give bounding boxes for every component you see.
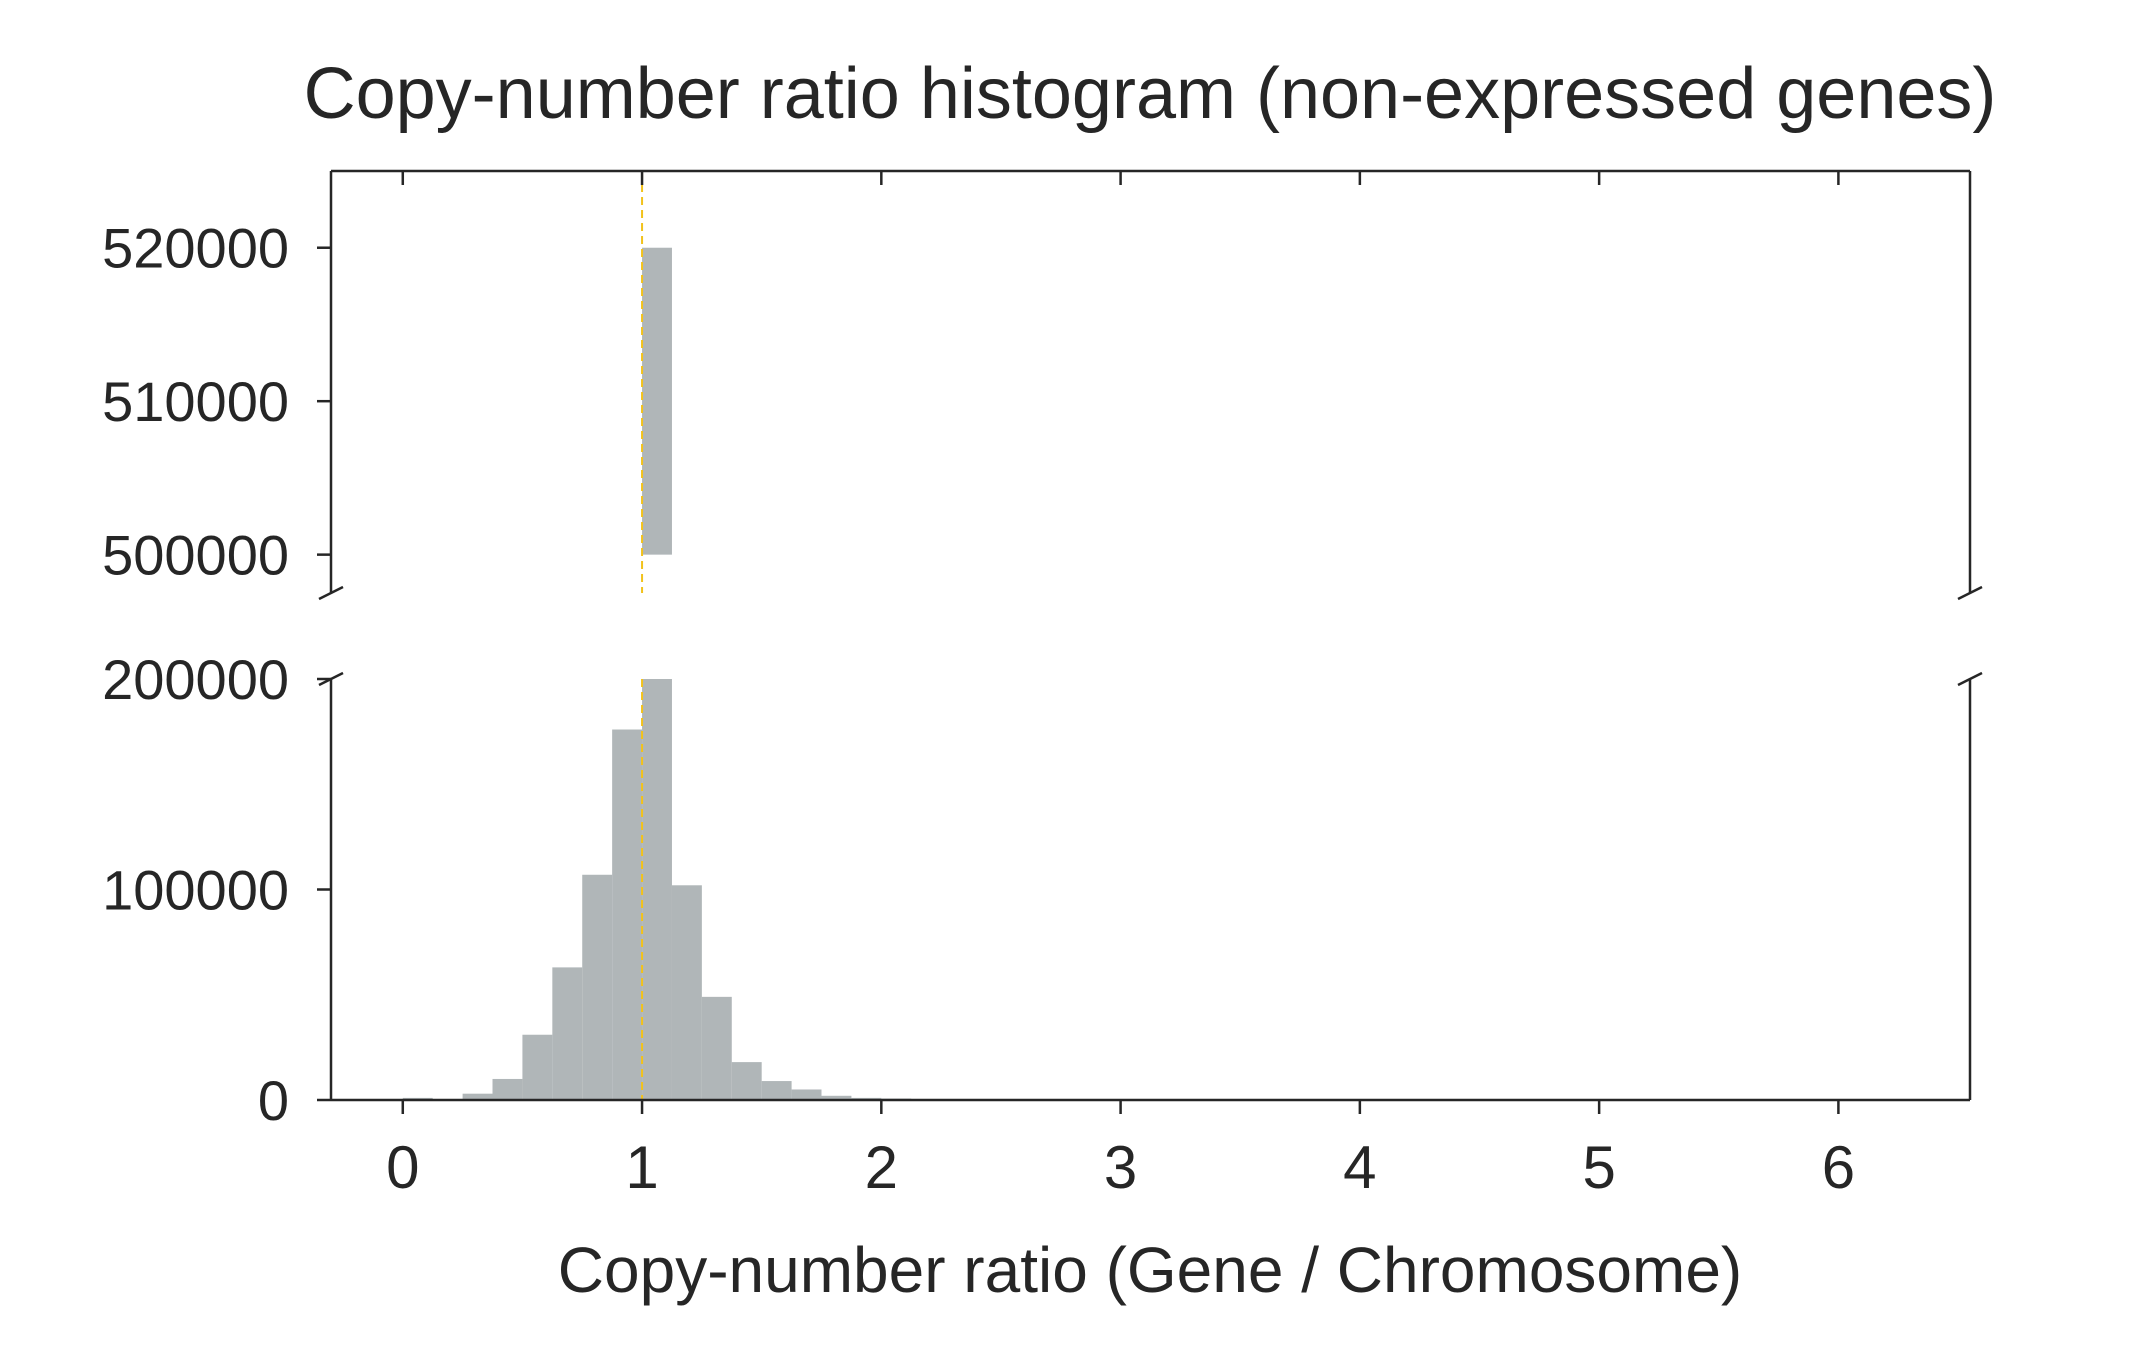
upper-panel — [329, 169, 1972, 593]
x-tick-label: 5 — [1582, 1134, 1615, 1201]
histogram-bar — [821, 1095, 852, 1100]
x-tick-label: 0 — [386, 1134, 419, 1201]
x-tick-label: 6 — [1822, 1134, 1855, 1201]
histogram-bar — [671, 885, 702, 1100]
histogram-bar — [462, 1093, 493, 1100]
chart-title: Copy-number ratio histogram (non-express… — [304, 54, 1997, 134]
axis-break-marks — [318, 585, 1983, 687]
histogram-bar — [582, 874, 613, 1100]
x-tick-label: 1 — [625, 1134, 658, 1201]
y-tick-label: 520000 — [102, 217, 289, 280]
break-mark — [318, 585, 344, 601]
x-axis-label: Copy-number ratio (Gene / Chromosome) — [558, 1234, 1742, 1306]
y-tick-label: 200000 — [102, 648, 289, 711]
y-tick-label: 500000 — [102, 524, 289, 587]
x-tick-label: 4 — [1343, 1134, 1376, 1201]
y-axis-ticks: 500000 510000 520000 0 100000 200000 — [102, 217, 331, 1132]
histogram-bar — [791, 1089, 822, 1100]
histogram-bar — [492, 1078, 523, 1100]
histogram-bar — [731, 1062, 762, 1100]
y-tick-label: 0 — [258, 1069, 289, 1132]
histogram-bar — [761, 1081, 792, 1100]
histogram-bar-upper — [642, 247, 672, 555]
lower-panel — [329, 679, 1972, 1102]
x-axis-ticks: 0 1 2 3 4 5 6 — [386, 171, 1855, 1201]
histogram-bar — [552, 967, 583, 1100]
histogram-bar — [612, 729, 643, 1100]
histogram-bar — [701, 996, 732, 1100]
break-mark — [1957, 671, 1983, 687]
y-tick-label: 100000 — [102, 859, 289, 922]
histogram-bar — [522, 1034, 553, 1100]
x-tick-label: 2 — [865, 1134, 898, 1201]
histogram-bar — [642, 679, 672, 1100]
break-mark — [1957, 585, 1983, 601]
x-tick-label: 3 — [1104, 1134, 1137, 1201]
y-tick-label: 510000 — [102, 370, 289, 433]
